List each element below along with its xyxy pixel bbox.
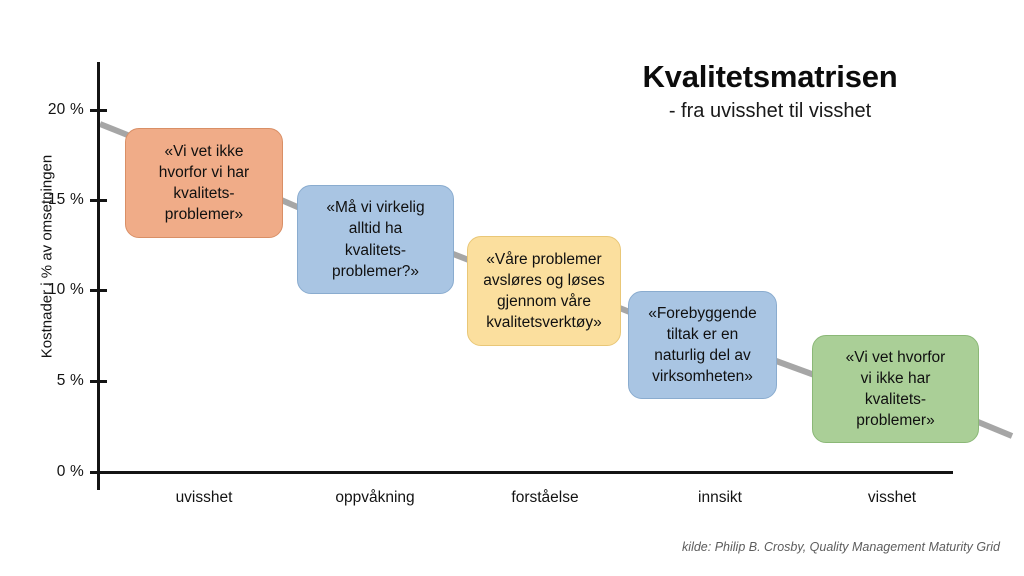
title-block: Kvalitetsmatrisen - fra uvisshet til vis… — [560, 59, 980, 123]
x-category-innsikt: innsikt — [698, 489, 742, 506]
stage-callout-text: «Våre problemer avsløres og løses gjenno… — [483, 250, 605, 332]
y-tick-label-0: 0 % — [56, 463, 84, 480]
y-tick-5 — [90, 380, 107, 383]
stage-callout-innsikt[interactable]: «Forebyggende tiltak er en naturlig del … — [628, 291, 777, 399]
x-category-forstaelse: forståelse — [511, 489, 579, 506]
y-axis-title: Kostnader i % av omsetningen — [38, 154, 56, 359]
stage-callout-visshet[interactable]: «Vi vet hvorfor vi ikke har kvalitets- p… — [812, 335, 979, 443]
y-tick-label-10: 10 % — [47, 281, 84, 298]
x-axis — [98, 471, 953, 474]
stage-callout-forstaelse[interactable]: «Våre problemer avsløres og løses gjenno… — [467, 236, 621, 346]
x-category-visshet: visshet — [867, 489, 917, 506]
chart-subtitle: - fra uvisshet til visshet — [668, 100, 872, 123]
x-category-oppvakning: oppvåkning — [335, 489, 415, 506]
y-axis — [97, 62, 100, 490]
stage-callout-text: «Forebyggende tiltak er en naturlig del … — [648, 304, 757, 386]
stage-callout-oppvakning[interactable]: «Må vi virkelig alltid ha kvalitets- pro… — [297, 185, 454, 294]
y-tick-label-20: 20 % — [47, 101, 84, 118]
stage-callout-text: «Vi vet hvorfor vi ikke har kvalitets- p… — [845, 348, 946, 430]
chart-title: Kvalitetsmatrisen — [642, 59, 898, 94]
x-category-uvisshet: uvisshet — [175, 489, 233, 506]
y-tick-20 — [90, 109, 107, 112]
y-tick-15 — [90, 199, 107, 202]
y-tick-10 — [90, 289, 107, 292]
source-citation: kilde: Philip B. Crosby, Quality Managem… — [682, 540, 1000, 554]
y-tick-label-5: 5 % — [56, 372, 84, 389]
stage-callout-text: «Må vi virkelig alltid ha kvalitets- pro… — [326, 199, 425, 280]
stage-callout-text: «Vi vet ikke hvorfor vi har kvalitets- p… — [158, 142, 250, 224]
stage-callout-uvisshet[interactable]: «Vi vet ikke hvorfor vi har kvalitets- p… — [125, 128, 283, 238]
y-tick-0 — [90, 471, 107, 474]
y-tick-label-15: 15 % — [47, 191, 84, 208]
